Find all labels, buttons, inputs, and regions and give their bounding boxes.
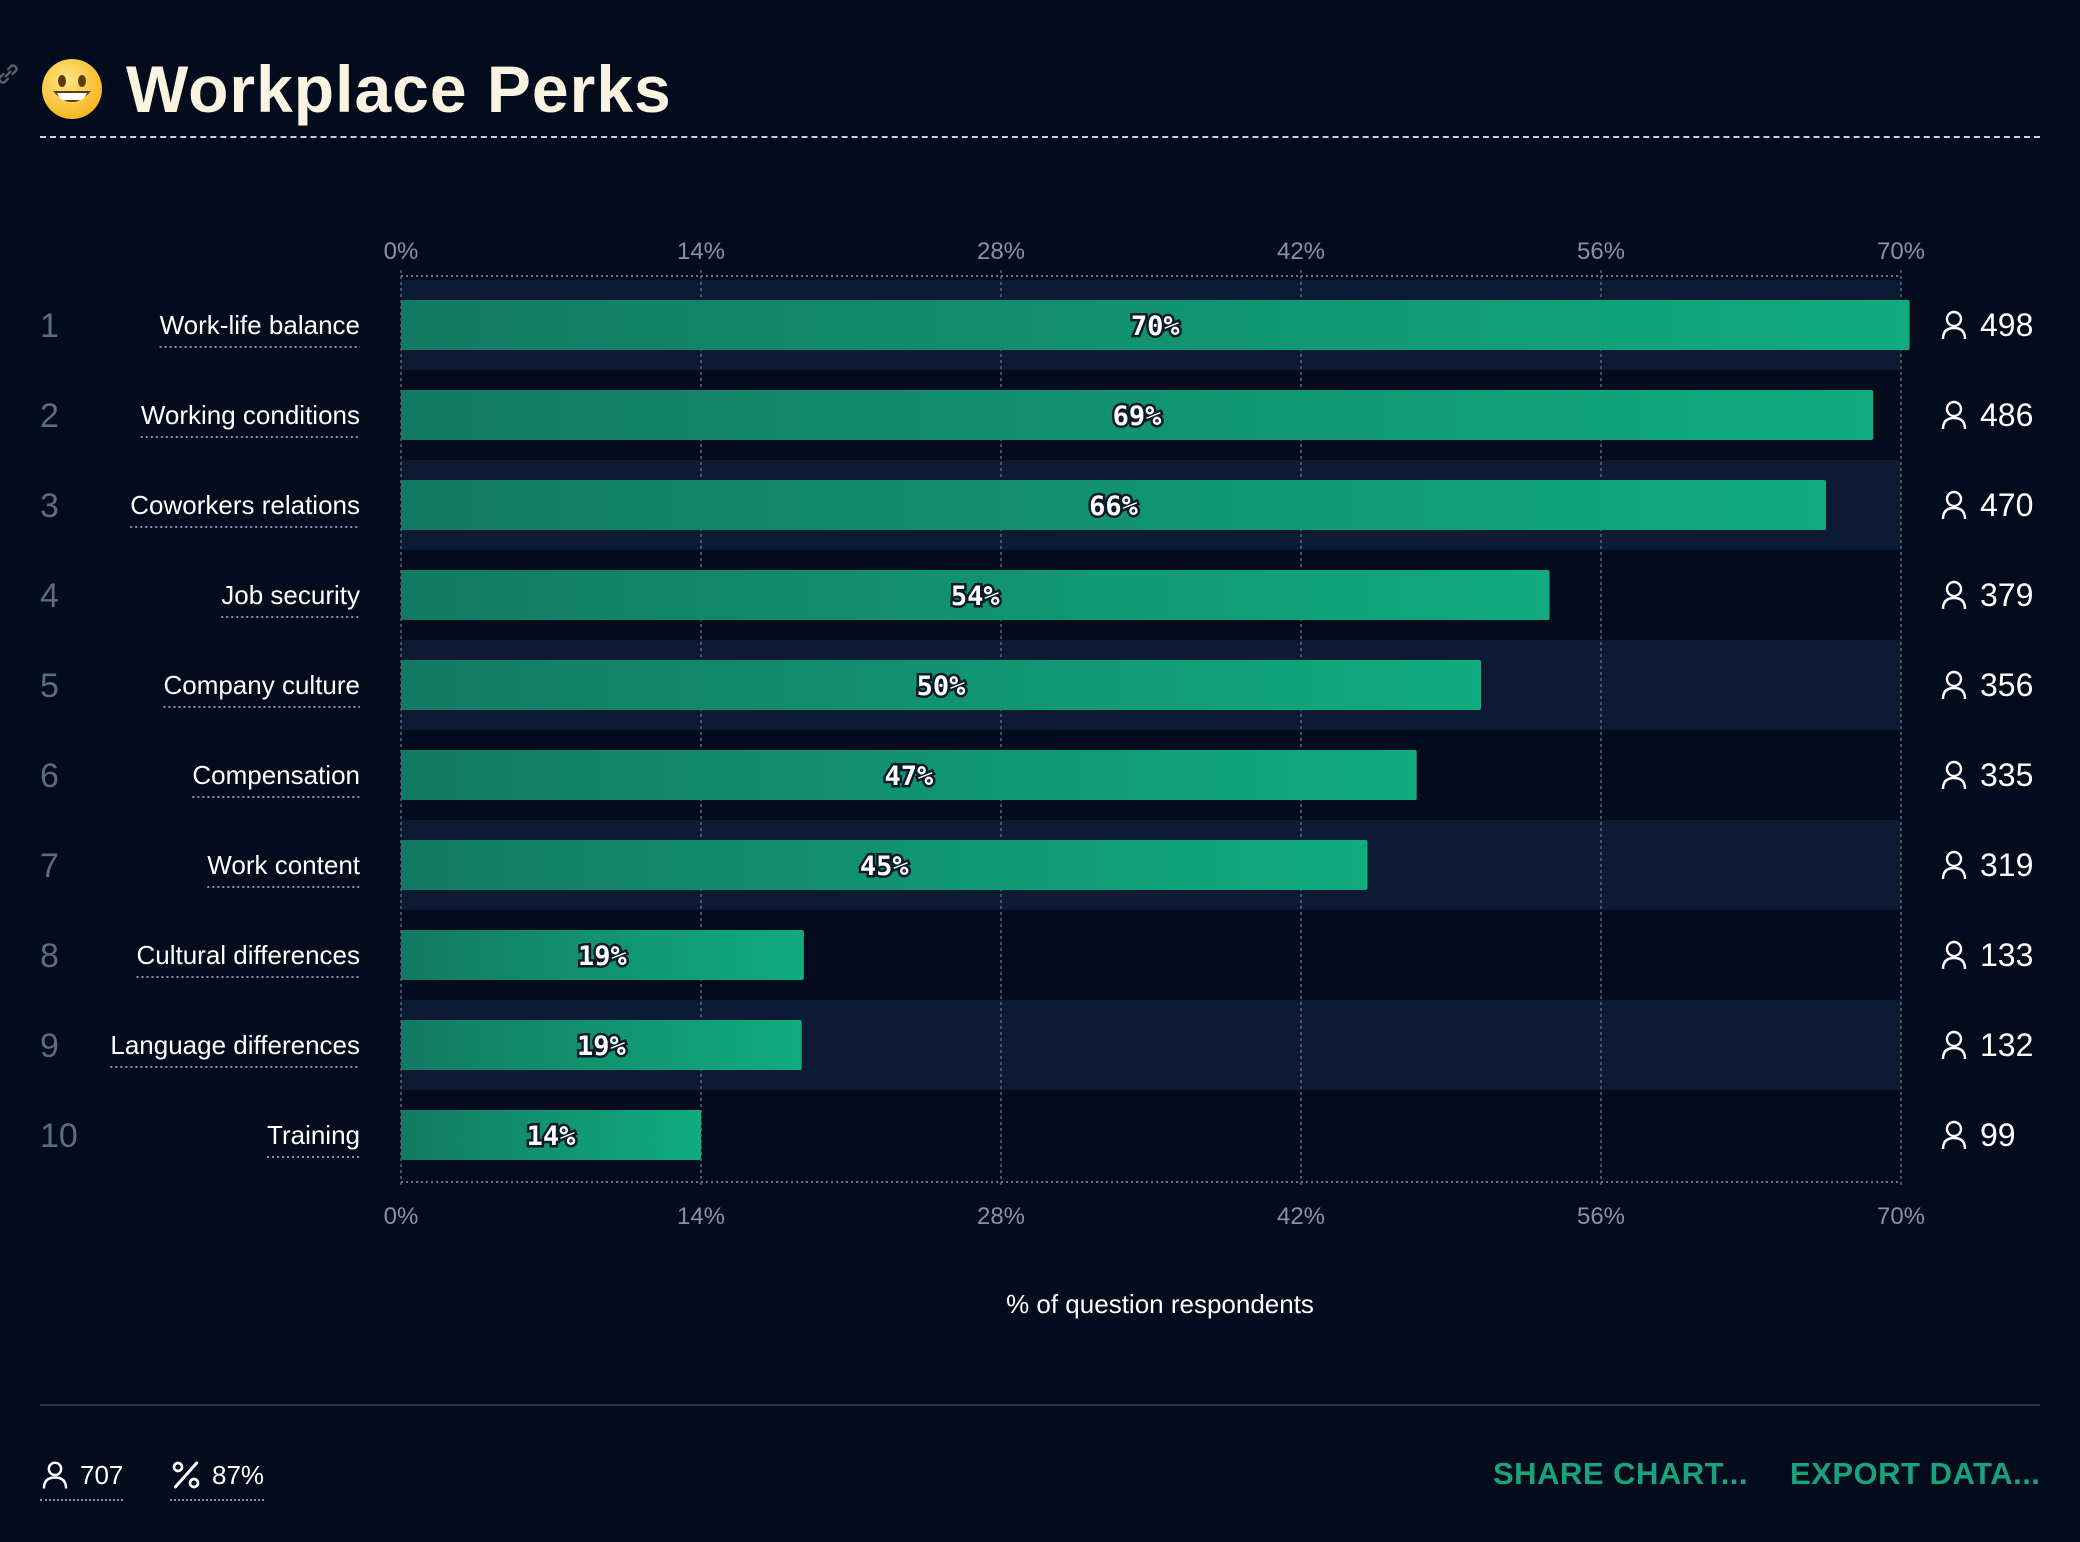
rank-label: 7 (40, 847, 59, 885)
bar-value-label: 70% (1131, 311, 1181, 342)
bar[interactable] (401, 1110, 701, 1160)
bar-value-label: 19% (577, 1031, 627, 1062)
bar[interactable] (401, 1020, 802, 1070)
top-tick-label: 56% (1577, 238, 1625, 265)
person-icon (1941, 1030, 1967, 1060)
category-label[interactable]: Company culture (163, 670, 360, 700)
respondent-count: 356 (1980, 667, 2033, 703)
rank-label: 2 (40, 397, 59, 435)
respondent-count: 486 (1980, 397, 2033, 433)
person-icon (1941, 670, 1967, 700)
x-axis-label: % of question respondents (1006, 1289, 1314, 1319)
bar-value-label: 45% (860, 851, 910, 882)
respondents-stat[interactable]: 707 (40, 1455, 124, 1501)
page-title: Workplace Perks (126, 52, 672, 126)
bar[interactable] (401, 480, 1826, 530)
bar[interactable] (401, 300, 1910, 350)
respondent-count: 470 (1980, 487, 2033, 523)
bar[interactable] (401, 660, 1481, 710)
category-label[interactable]: Coworkers relations (130, 490, 360, 520)
percentage-value: 87% (212, 1459, 265, 1490)
labels: 0% 0% 14% 14% 28% 28% 42% 42% 56% 56% 70% 70% 70% 1 Wo… (40, 238, 2033, 1230)
respondent-count: 99 (1980, 1117, 2016, 1153)
rank-label: 4 (40, 577, 59, 615)
bar[interactable] (401, 570, 1550, 620)
respondent-count: 319 (1980, 847, 2033, 883)
rank-label: 10 (40, 1117, 78, 1155)
person-icon (1941, 760, 1967, 790)
bar[interactable] (401, 930, 804, 980)
grinning-face-icon (42, 59, 102, 119)
header-divider (40, 136, 2040, 138)
category-label[interactable]: Job security (221, 580, 360, 610)
bottom-tick-label: 70% (1877, 1203, 1925, 1230)
percentage-stat[interactable]: 87% (170, 1455, 265, 1501)
top-tick-label: 42% (1277, 238, 1325, 265)
person-icon (1941, 850, 1967, 880)
top-tick-label: 70% (1877, 238, 1925, 265)
bottom-tick-label: 56% (1577, 1203, 1625, 1230)
bar-value-label: 69% (1113, 401, 1163, 432)
link-icon[interactable] (0, 60, 22, 88)
rank-label: 5 (40, 667, 59, 705)
respondent-count: 133 (1980, 937, 2033, 973)
person-icon (42, 1461, 68, 1489)
percent-icon (172, 1461, 200, 1489)
share-chart-button[interactable]: SHARE CHART... (1493, 1456, 1749, 1491)
export-data-button[interactable]: EXPORT DATA... (1790, 1456, 2041, 1491)
bar-value-label: 50% (917, 671, 967, 702)
category-label[interactable]: Work content (207, 850, 360, 880)
top-tick-label: 28% (977, 238, 1025, 265)
category-label[interactable]: Language differences (110, 1030, 360, 1060)
bar-value-label: 14% (527, 1121, 577, 1152)
bar[interactable] (401, 750, 1417, 800)
bar-value-label: 47% (884, 761, 934, 792)
person-icon (1941, 1120, 1967, 1150)
bars (401, 300, 1910, 1160)
rank-label: 3 (40, 487, 59, 525)
footer-divider (40, 1404, 2040, 1406)
bar-value-label: 66% (1089, 491, 1139, 522)
top-tick-label: 14% (677, 238, 725, 265)
respondent-count: 132 (1980, 1027, 2033, 1063)
top-tick-label: 0% (384, 238, 419, 265)
rank-label: 6 (40, 757, 59, 795)
respondent-count: 335 (1980, 757, 2033, 793)
category-label[interactable]: Work-life balance (160, 310, 360, 340)
bar[interactable] (401, 840, 1368, 890)
category-label[interactable]: Training (267, 1120, 360, 1150)
bottom-tick-label: 14% (677, 1203, 725, 1230)
bottom-tick-label: 28% (977, 1203, 1025, 1230)
chart-header: Workplace Perks (40, 44, 672, 134)
rank-label: 9 (40, 1027, 59, 1065)
rank-label: 8 (40, 937, 59, 975)
person-icon (1941, 490, 1967, 520)
respondent-count: 379 (1980, 577, 2033, 613)
category-label[interactable]: Compensation (192, 760, 360, 790)
person-icon (1941, 940, 1967, 970)
bar-value-label: 19% (578, 941, 628, 972)
rank-label: 1 (40, 307, 59, 345)
bottom-tick-label: 42% (1277, 1203, 1325, 1230)
bar[interactable] (401, 390, 1874, 440)
respondent-count: 498 (1980, 307, 2033, 343)
category-label[interactable]: Cultural differences (136, 940, 360, 970)
bar-chart: 0% 0% 14% 14% 28% 28% 42% 42% 56% 56% 70% 70% 70% 1 Wo… (40, 238, 2033, 1319)
bottom-tick-label: 0% (384, 1203, 419, 1230)
bar-value-label: 54% (951, 581, 1001, 612)
category-label[interactable]: Working conditions (141, 400, 360, 430)
person-icon (1941, 310, 1967, 340)
person-icon (1941, 400, 1967, 430)
person-icon (1941, 580, 1967, 610)
respondents-count: 707 (80, 1459, 124, 1490)
